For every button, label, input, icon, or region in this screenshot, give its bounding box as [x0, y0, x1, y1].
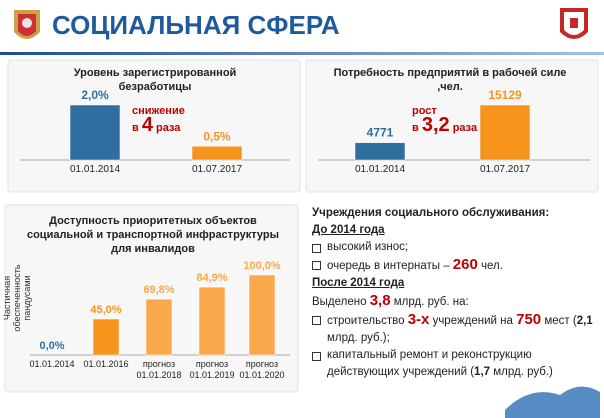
bar — [69, 104, 121, 161]
x-tick-label: 01.01.2016 — [83, 359, 128, 369]
item-text: строительство — [327, 315, 408, 327]
bullet: строительство 3-х учреждений на 750 мест… — [312, 311, 600, 347]
annotation: снижение в 4 раза — [132, 104, 185, 135]
annotation: рост в 3,2 раза — [412, 104, 477, 135]
bullet: очередь в интернаты – 260 чел. — [312, 256, 600, 275]
x-tick-label: прогноз 01.01.2019 — [189, 359, 234, 380]
value-label: 4771 — [367, 126, 394, 140]
x-tick-label-text: 01.01.2014 — [29, 359, 74, 369]
x-tick-label-text: прогноз 01.01.2020 — [239, 359, 284, 380]
value-label: 0,5% — [203, 129, 231, 143]
coat-of-arms — [14, 10, 40, 39]
value-label: 2,0% — [81, 88, 109, 102]
annotation-text: в — [412, 122, 419, 134]
item-text: капитальный ремонт и реконструкцию дейст… — [327, 349, 532, 378]
crimea-emblem — [560, 8, 588, 39]
item-text: млрд. руб.); — [327, 332, 390, 344]
chart-title: Доступность приоритетных объектов социал… — [26, 215, 280, 255]
item-text: высокий износ; — [327, 241, 409, 253]
x-tick-label-text: прогноз 01.01.2018 — [136, 359, 181, 380]
x-tick-label: прогноз 01.01.2018 — [136, 359, 181, 380]
item-number: 2,1 — [576, 315, 593, 327]
item-text: млрд. руб. на: — [390, 296, 469, 308]
annotation-number: 3,2 — [421, 114, 450, 136]
bar — [354, 142, 406, 161]
item-number: 260 — [452, 256, 478, 273]
value-label: 15129 — [488, 88, 522, 102]
period: До 2014 года — [312, 224, 385, 236]
bar — [248, 274, 276, 356]
x-tick-label: 01.01.2014 — [29, 359, 74, 369]
x-tick-label: 01.01.2014 — [70, 164, 120, 175]
header-bg — [0, 0, 604, 54]
x-tick-label-text: 01.01.2014 — [355, 164, 405, 175]
bar — [479, 104, 531, 161]
text-block: Учреждения социального обслуживания: До … — [312, 205, 600, 381]
annotation-text: рост — [412, 105, 437, 117]
item-number: 3-х — [407, 311, 430, 328]
period: После 2014 года — [312, 277, 405, 289]
bar — [92, 318, 120, 356]
value-label: 84,9% — [196, 272, 227, 284]
annotation-text: раза — [156, 122, 181, 134]
item-text: млрд. руб.) — [490, 366, 553, 378]
bar — [145, 298, 173, 356]
annotation-number: 4 — [141, 114, 153, 136]
x-tick-label-text: 01.07.2017 — [192, 164, 242, 175]
item-number: 3,8 — [369, 292, 391, 309]
annotation-text: раза — [452, 122, 478, 134]
bar — [191, 146, 243, 161]
value-label: 100,0% — [243, 260, 281, 272]
chart-title: Потребность предприятий в рабочей силе ,… — [333, 67, 567, 93]
item-number: 1,7 — [474, 366, 491, 378]
bullet: высокий износ; — [312, 239, 600, 256]
chart-title: Уровень зарегистрированной безработицы — [73, 67, 237, 93]
item-text: Выделено — [312, 296, 370, 308]
x-tick-label-text: 01.01.2016 — [83, 359, 128, 369]
x-tick-label-text: 01.07.2017 — [480, 164, 530, 175]
x-tick-label-text: прогноз 01.01.2019 — [189, 359, 234, 380]
value-label: 69,8% — [143, 284, 174, 296]
bullet: капитальный ремонт и реконструкцию дейст… — [312, 347, 600, 381]
item-text: очередь в интернаты – — [327, 260, 453, 272]
bar — [198, 286, 226, 356]
allocated: Выделено 3,8 млрд. руб. на: — [312, 292, 600, 311]
annotation-text: снижение — [132, 105, 185, 117]
x-tick-label: 01.07.2017 — [480, 164, 530, 175]
value-label: 45,0% — [90, 304, 121, 316]
item-text: чел. — [477, 260, 503, 272]
x-tick-label: 01.07.2017 — [192, 164, 242, 175]
item-text: учреждений на — [429, 315, 517, 327]
item-number: 750 — [516, 311, 542, 328]
heading: Учреждения социального обслуживания: — [312, 207, 550, 219]
y-axis-label: Частичная обеспеченность пандусами — [2, 264, 32, 332]
header-line — [0, 52, 604, 55]
crimea-map — [505, 386, 600, 418]
value-label: 0,0% — [39, 340, 64, 352]
x-tick-label-text: 01.01.2014 — [70, 164, 120, 175]
x-tick-label: прогноз 01.01.2020 — [239, 359, 284, 380]
x-tick-label: 01.01.2014 — [355, 164, 405, 175]
annotation-text: в — [132, 122, 139, 134]
page-title: СОЦИАЛЬНАЯ СФЕРА — [52, 10, 340, 40]
item-text: мест ( — [541, 315, 577, 327]
